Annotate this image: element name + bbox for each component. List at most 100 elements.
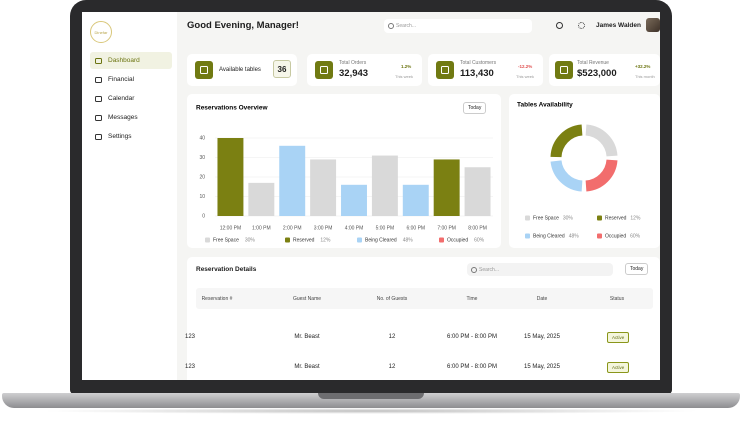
y-tick-label: 30 <box>199 155 205 161</box>
screen: Dinefar Dashboard Financial Calendar Mes… <box>82 12 660 380</box>
y-tick-label: 0 <box>202 213 205 219</box>
icon <box>95 95 102 102</box>
x-tick-label: 4:00 PM <box>345 225 364 231</box>
theme-toggle[interactable] <box>556 22 563 29</box>
table-cell: 15 May, 2025 <box>524 364 560 370</box>
legend-label: Being Cleared <box>365 237 397 243</box>
avatar[interactable] <box>646 18 660 32</box>
stat-icon <box>436 61 454 79</box>
chart-title: Reservations Overview <box>196 105 268 112</box>
y-tick-label: 40 <box>199 135 205 141</box>
user-name[interactable]: James Walden <box>596 22 641 29</box>
stat-label: Total Orders <box>339 60 367 66</box>
table-cell: 12 <box>388 334 396 340</box>
column-header[interactable]: Guest Name <box>292 296 322 302</box>
column-header[interactable]: Time <box>466 296 478 302</box>
stat-icon <box>195 61 213 79</box>
laptop-base <box>2 393 740 408</box>
filter-dropdown[interactable]: Today <box>463 102 487 114</box>
search-box[interactable]: Search... <box>467 263 613 276</box>
bar <box>464 167 491 216</box>
y-tick-label: 20 <box>199 174 205 180</box>
nav-label: Settings <box>108 133 132 140</box>
legend-value: 48% <box>569 233 580 239</box>
legend-value: 12% <box>630 215 641 221</box>
x-tick-label: 3:00 PM <box>314 225 333 231</box>
bar <box>402 184 429 216</box>
stat-value: 32,943 <box>339 68 369 79</box>
legend-value: 60% <box>474 237 485 243</box>
column-header[interactable]: Reservation # <box>201 296 233 302</box>
donut-segment <box>585 124 618 157</box>
stat-card: Total Customers 113,430 -12.2% This week <box>428 54 543 86</box>
legend-value: 30% <box>563 215 574 221</box>
nav-item[interactable]: Financial <box>90 71 172 88</box>
legend-value: 30% <box>245 237 256 243</box>
legend-swatch <box>597 215 602 221</box>
nav-label: Dashboard <box>108 57 140 64</box>
legend-swatch <box>597 233 602 239</box>
nav-item[interactable]: Messages <box>90 109 172 126</box>
stat-card: Available tables 36 <box>187 54 297 86</box>
donut-segment <box>585 159 618 192</box>
stat-card: Total Revenue $523,000 +32.2% This month <box>549 54 660 86</box>
legend-label: Occupied <box>605 233 626 239</box>
stat-label: Total Revenue <box>577 60 609 66</box>
status-badge: Active <box>607 362 630 373</box>
x-tick-label: 2:00 PM <box>283 225 302 231</box>
chart-card: Reservations Overview 0 10 20 30 40 12:00 PM 1… <box>187 94 501 248</box>
legend-swatch <box>525 233 530 239</box>
nav-item[interactable]: Settings <box>90 128 172 145</box>
legend: Free Space 30% Reserved 12% Being Cleared 48%… <box>525 215 641 239</box>
icon <box>95 133 102 140</box>
nav-label: Financial <box>108 76 135 83</box>
bar-chart: Reservations Overview 0 10 20 30 40 12:00 PM 1… <box>196 105 493 243</box>
logo[interactable]: Dinefar <box>90 21 112 43</box>
nav-item[interactable]: Calendar <box>90 90 172 107</box>
x-tick-label: 6:00 PM <box>406 225 425 231</box>
donut-segment <box>550 124 583 158</box>
nav-item[interactable]: Dashboard <box>90 52 172 69</box>
stat-period: This week <box>516 74 535 79</box>
stat-label: Available tables <box>219 67 261 73</box>
legend-label: Free Space <box>213 237 239 243</box>
icon <box>95 76 102 83</box>
donut-card: Tables Availability Free Space 30% Reserve… <box>509 94 660 248</box>
legend-value: 60% <box>630 233 641 239</box>
status-badge: Active <box>607 332 630 343</box>
column-header[interactable]: Status <box>609 296 625 302</box>
legend-swatch <box>525 215 530 221</box>
bar <box>310 159 337 216</box>
settings-button[interactable] <box>578 22 585 29</box>
bar <box>341 184 367 216</box>
column-header[interactable]: Date <box>536 296 548 302</box>
table-title: Reservation Details <box>196 266 257 273</box>
donut <box>550 124 618 192</box>
legend-swatch <box>357 237 362 243</box>
legend-swatch <box>285 237 290 243</box>
stat-icon <box>315 61 333 79</box>
search-box[interactable]: Search... <box>384 19 532 33</box>
donut-segment <box>550 160 583 192</box>
icon <box>95 57 102 64</box>
legend-label: Occupied <box>447 237 468 243</box>
legend-value: 48% <box>403 237 414 243</box>
stat-change: 1.2% <box>401 64 412 69</box>
donut-chart: Tables Availability Free Space 30% Reserve… <box>517 102 641 240</box>
table-cell: Mr. Beast <box>294 364 320 370</box>
bar <box>217 138 244 216</box>
bar <box>279 145 306 216</box>
filter-dropdown[interactable]: Today <box>625 263 649 275</box>
column-header[interactable]: No. of Guests <box>376 296 408 302</box>
legend-label: Reserved <box>293 237 315 243</box>
legend-label: Reserved <box>605 215 627 221</box>
chart-title: Tables Availability <box>517 102 573 109</box>
sidebar: Dinefar Dashboard Financial Calendar Mes… <box>82 12 177 380</box>
stat-value: 113,430 <box>460 68 494 79</box>
icon <box>95 114 102 121</box>
x-tick-label: 7:00 PM <box>437 225 456 231</box>
x-tick-label: 12:00 PM <box>220 225 241 231</box>
bar <box>248 182 275 216</box>
laptop-notch <box>318 393 424 399</box>
